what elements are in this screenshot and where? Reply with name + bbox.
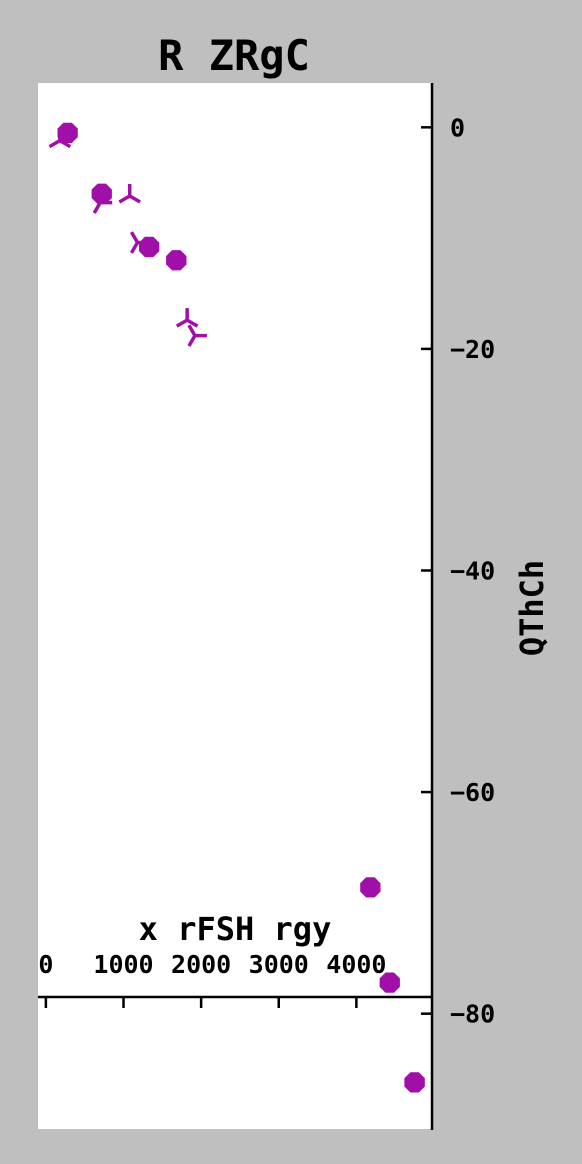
- point-circle: [139, 236, 160, 258]
- x-tick-label: 2000: [171, 950, 231, 979]
- x-axis-label: x rFSH rgy: [139, 910, 332, 948]
- x-axis-ticks: 0 1000 2000 3000 4000: [38, 950, 386, 1008]
- point-circle: [404, 1072, 425, 1093]
- point-tri: [129, 231, 150, 254]
- point-tri: [118, 184, 141, 204]
- chart-title: R ZRgC: [158, 31, 310, 80]
- y-tick-label: −80: [450, 1000, 495, 1029]
- x-tick-label: 3000: [249, 950, 309, 979]
- x-tick-label: 0: [38, 950, 53, 979]
- point-circle: [166, 250, 187, 271]
- plot-area: [38, 83, 432, 1129]
- data-points: [48, 122, 425, 1093]
- point-circle: [57, 122, 78, 143]
- y-axis-ticks: 0 −20 −40 −60 −80: [421, 113, 495, 1029]
- y-axis-label: QThCh: [513, 560, 551, 656]
- point-circle: [379, 972, 400, 993]
- y-tick-label: −60: [450, 778, 495, 807]
- point-tri: [48, 128, 72, 149]
- y-tick-label: −40: [450, 556, 495, 585]
- x-tick-label: 4000: [326, 950, 386, 979]
- point-circle: [360, 877, 381, 898]
- point-tri: [187, 324, 207, 347]
- y-tick-label: 0: [450, 113, 465, 142]
- x-tick-label: 1000: [93, 950, 153, 979]
- y-tick-label: −20: [450, 335, 495, 364]
- point-tri: [92, 191, 113, 214]
- point-tri: [175, 308, 199, 328]
